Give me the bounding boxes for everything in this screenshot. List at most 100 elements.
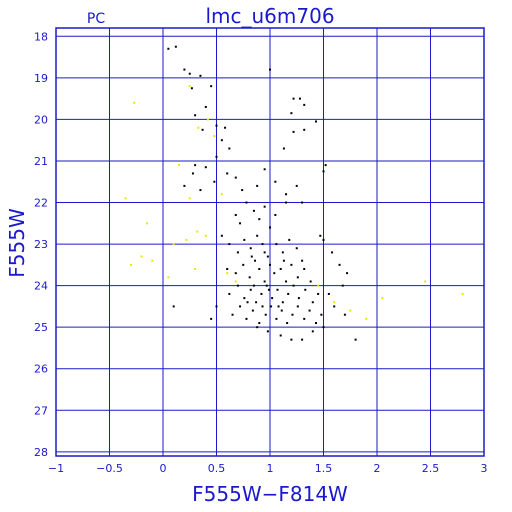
star-point	[341, 284, 344, 287]
x-tick-label: −0.5	[96, 462, 123, 475]
star-point	[288, 238, 291, 241]
star-point	[282, 259, 285, 262]
star-point	[174, 45, 177, 48]
star-point	[256, 234, 259, 237]
star-point	[236, 284, 239, 287]
panel-label: PC	[87, 11, 105, 27]
plot-frame	[55, 27, 485, 457]
star-point	[346, 272, 349, 275]
star-point	[301, 201, 304, 204]
star-point	[274, 213, 277, 216]
x-tick-label: 1	[267, 462, 274, 475]
star-point	[296, 276, 299, 279]
star-point	[274, 180, 277, 183]
star-point	[226, 268, 229, 271]
star-point	[183, 184, 186, 187]
y-tick-label: 19	[34, 72, 48, 85]
star-point	[234, 176, 237, 179]
star-point	[241, 189, 244, 192]
star-point	[320, 313, 323, 316]
star-point	[234, 272, 237, 275]
star-point	[228, 292, 231, 295]
star-point	[311, 330, 314, 333]
star-point	[151, 259, 154, 262]
star-point	[269, 226, 271, 229]
star-point	[167, 47, 170, 50]
star-point	[250, 255, 253, 258]
y-tick-label: 18	[34, 30, 48, 43]
x-tick-label: 3	[481, 462, 488, 475]
star-point	[249, 247, 252, 250]
star-point	[254, 259, 257, 262]
star-point	[210, 85, 213, 88]
star-point	[188, 85, 191, 88]
star-point	[251, 309, 254, 312]
star-point	[191, 172, 194, 175]
y-tick-label: 24	[34, 280, 48, 293]
star-point	[292, 284, 295, 287]
star-point	[263, 205, 266, 208]
star-point	[271, 297, 274, 300]
star-point	[277, 305, 280, 308]
star-point	[220, 234, 223, 237]
star-point	[322, 238, 325, 241]
star-point	[213, 180, 216, 183]
star-point	[311, 301, 314, 304]
x-axis-label: F555W−F814W	[192, 482, 348, 506]
star-point	[213, 135, 216, 138]
star-point	[194, 268, 197, 271]
star-point	[258, 268, 261, 271]
star-point	[292, 97, 295, 100]
star-point	[365, 317, 368, 320]
star-point	[234, 213, 237, 216]
data-points	[124, 45, 464, 341]
x-tick-label: 2	[374, 462, 381, 475]
star-point	[263, 251, 266, 254]
star-point	[245, 201, 248, 204]
star-point	[204, 105, 207, 108]
star-point	[327, 292, 330, 295]
y-axis-label: F555W	[5, 208, 29, 278]
star-point	[279, 334, 282, 337]
x-tick-labels: −1 −0.5 0 0.5 1 1.5 2 2.5 3	[48, 462, 488, 475]
star-point	[231, 313, 234, 316]
star-point	[315, 120, 318, 123]
star-point	[285, 201, 288, 204]
star-point	[295, 184, 298, 187]
star-point	[133, 101, 136, 104]
star-point	[243, 238, 246, 241]
star-point	[265, 284, 268, 287]
star-point	[124, 197, 127, 200]
star-point	[296, 305, 299, 308]
star-point	[303, 103, 306, 106]
star-point	[242, 263, 245, 266]
star-point	[188, 197, 191, 200]
star-point	[263, 168, 266, 171]
star-point	[290, 263, 293, 266]
star-point	[281, 251, 284, 254]
star-point	[196, 230, 199, 233]
star-point	[322, 170, 325, 173]
star-point	[260, 292, 263, 295]
star-point	[226, 272, 229, 275]
star-point	[215, 305, 218, 308]
star-point	[295, 247, 298, 250]
star-point	[338, 263, 341, 266]
y-tick-label: 21	[34, 155, 48, 168]
y-tick-label: 26	[34, 363, 48, 376]
y-tick-label: 28	[34, 446, 48, 459]
x-tick-label: 0	[160, 462, 167, 475]
star-point	[301, 259, 304, 262]
x-tick-label: 1.5	[315, 462, 333, 475]
star-point	[269, 263, 271, 266]
star-point	[215, 124, 218, 127]
y-tick-label: 27	[34, 404, 48, 417]
star-point	[317, 292, 320, 295]
star-point	[290, 338, 293, 341]
star-point	[183, 68, 186, 71]
star-point	[243, 297, 246, 300]
star-point	[239, 305, 242, 308]
star-point	[220, 193, 223, 196]
y-tick-label: 25	[34, 321, 48, 334]
star-point	[255, 301, 258, 304]
